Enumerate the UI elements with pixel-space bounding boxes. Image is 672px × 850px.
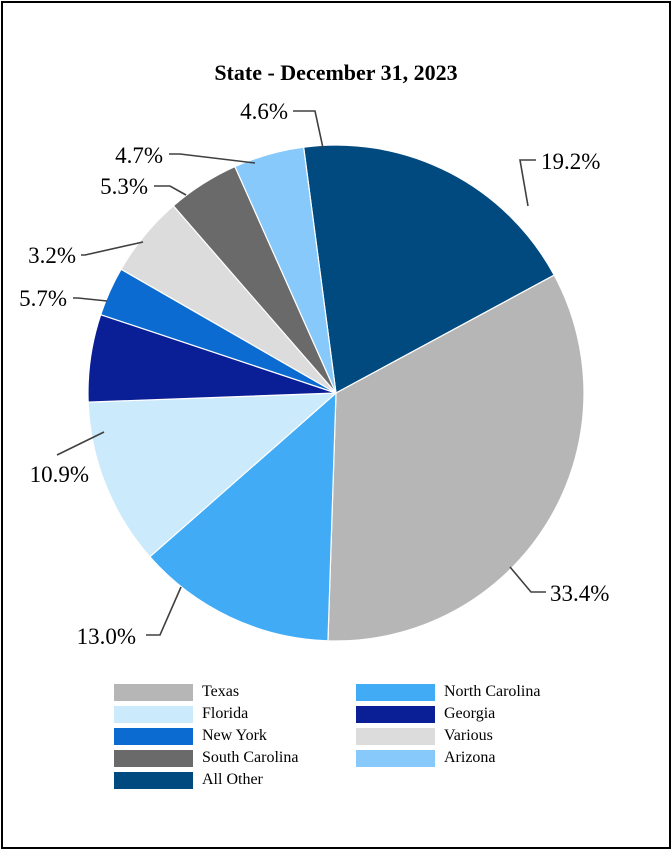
legend-swatch <box>114 727 193 745</box>
leader-line <box>56 431 105 456</box>
legend-label: Texas <box>202 683 240 700</box>
leader-line <box>81 241 144 256</box>
legend-label: All Other <box>202 771 263 788</box>
leader-line <box>154 185 187 196</box>
legend-label: South Carolina <box>202 749 299 766</box>
legend-item: Arizona <box>356 749 584 767</box>
data-label: 4.6% <box>240 99 288 124</box>
data-label: 13.0% <box>77 624 136 649</box>
legend-item: Georgia <box>356 705 584 723</box>
data-label: 5.3% <box>100 174 148 199</box>
legend-label: Florida <box>202 705 249 722</box>
legend-swatch <box>356 727 435 745</box>
legend-swatch <box>356 749 435 767</box>
data-label: 10.9% <box>30 462 89 487</box>
legend-label: Georgia <box>444 705 496 722</box>
pie-slice-all-other <box>302 144 556 394</box>
legend-swatch <box>114 749 193 767</box>
data-label: 5.7% <box>19 286 67 311</box>
legend-item: North Carolina <box>356 683 584 701</box>
data-label: 3.2% <box>28 243 76 268</box>
leader-line <box>509 566 546 593</box>
legend-item: All Other <box>114 771 356 789</box>
legend-swatch <box>114 771 193 789</box>
legend-item: South Carolina <box>114 749 356 767</box>
legend-swatch <box>114 683 193 701</box>
pie-slice-florida <box>87 392 338 558</box>
legend-item: Various <box>356 727 584 745</box>
data-label: 19.2% <box>541 149 600 174</box>
legend-item: Texas <box>114 683 356 701</box>
legend-item: New York <box>114 727 356 745</box>
data-label: 33.4% <box>550 581 609 606</box>
legend-label: Arizona <box>444 749 496 766</box>
legend-swatch <box>356 705 435 723</box>
legend-label: New York <box>202 727 267 744</box>
legend-swatch <box>114 705 193 723</box>
chart-legend: Texas North Carolina Florida Georgia New Yor… <box>114 683 584 789</box>
legend-item: Florida <box>114 705 356 723</box>
pie-slice-texas <box>327 274 585 642</box>
leader-line <box>73 297 108 302</box>
pie-slice-arizona <box>234 146 337 394</box>
data-label: 4.7% <box>115 143 163 168</box>
chart-title: State - December 31, 2023 <box>214 60 458 85</box>
legend-swatch <box>356 683 435 701</box>
pie-slice-north-carolina <box>148 391 337 642</box>
leader-line <box>146 586 182 636</box>
leader-line <box>293 110 324 149</box>
leader-line <box>519 159 536 207</box>
leader-line <box>169 153 256 164</box>
legend-label: Various <box>444 727 493 744</box>
legend-label: North Carolina <box>444 683 541 700</box>
